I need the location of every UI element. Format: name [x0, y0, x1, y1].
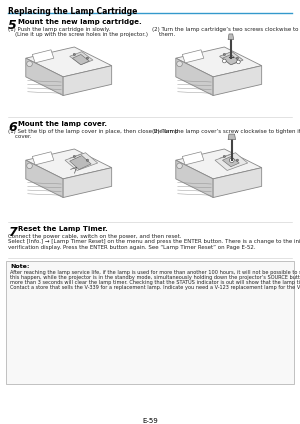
Circle shape — [86, 57, 88, 59]
Polygon shape — [32, 50, 54, 63]
Text: (1) Set the tip of the lamp cover in place, then close the lamp: (1) Set the tip of the lamp cover in pla… — [8, 129, 178, 134]
FancyBboxPatch shape — [6, 261, 294, 384]
Polygon shape — [26, 58, 63, 95]
Circle shape — [230, 158, 234, 162]
Polygon shape — [63, 167, 112, 198]
Text: Note:: Note: — [10, 264, 29, 269]
Text: E-59: E-59 — [142, 418, 158, 424]
Text: After reaching the lamp service life, if the lamp is used for more than another : After reaching the lamp service life, if… — [10, 270, 300, 275]
Polygon shape — [73, 54, 89, 65]
Polygon shape — [228, 34, 234, 39]
Text: them.: them. — [152, 32, 175, 37]
Circle shape — [236, 57, 238, 59]
Circle shape — [177, 61, 182, 67]
Polygon shape — [70, 156, 91, 170]
Text: Replacing the Lamp Cartridge: Replacing the Lamp Cartridge — [8, 7, 137, 16]
Polygon shape — [32, 152, 54, 165]
Polygon shape — [26, 149, 112, 179]
Circle shape — [223, 53, 226, 56]
Text: cover.: cover. — [8, 134, 32, 139]
Text: 6: 6 — [8, 121, 17, 134]
Circle shape — [236, 159, 238, 161]
Text: (2) Turn the lamp cartridge’s two screws clockwise to tighten: (2) Turn the lamp cartridge’s two screws… — [152, 27, 300, 32]
Polygon shape — [26, 160, 63, 198]
Polygon shape — [223, 156, 239, 167]
Polygon shape — [213, 66, 262, 95]
Text: (Line it up with the screw holes in the projector.): (Line it up with the screw holes in the … — [8, 32, 148, 37]
Text: Reset the Lamp Timer.: Reset the Lamp Timer. — [18, 226, 108, 232]
Polygon shape — [176, 47, 262, 77]
Polygon shape — [70, 153, 93, 167]
Text: Contact a store that sells the V-339 for a replacement lamp. Indicate you need a: Contact a store that sells the V-339 for… — [10, 285, 300, 290]
Circle shape — [223, 155, 226, 158]
Text: verification display. Press the ENTER button again. See “Lamp Timer Reset” on Pa: verification display. Press the ENTER bu… — [8, 245, 256, 250]
Circle shape — [223, 59, 226, 63]
Circle shape — [177, 163, 182, 169]
Polygon shape — [176, 58, 213, 95]
Text: Connect the power cable, switch on the power, and then reset.: Connect the power cable, switch on the p… — [8, 234, 181, 239]
Text: (1) Push the lamp cartridge in slowly.: (1) Push the lamp cartridge in slowly. — [8, 27, 110, 32]
Text: more than 3 seconds will clear the lamp timer. Checking that the STATUS indicato: more than 3 seconds will clear the lamp … — [10, 280, 300, 285]
Text: (2) Turn the lamp cover’s screw clockwise to tighten it.: (2) Turn the lamp cover’s screw clockwis… — [152, 129, 300, 134]
Polygon shape — [220, 52, 243, 65]
Polygon shape — [182, 50, 204, 63]
Circle shape — [86, 159, 88, 161]
Circle shape — [73, 155, 76, 158]
Text: 5: 5 — [8, 19, 17, 32]
Circle shape — [27, 163, 32, 169]
Polygon shape — [220, 153, 243, 167]
Text: Mount the lamp cover.: Mount the lamp cover. — [18, 121, 107, 127]
Polygon shape — [176, 160, 213, 198]
Polygon shape — [26, 47, 112, 77]
Polygon shape — [65, 153, 98, 170]
Circle shape — [27, 61, 32, 67]
Polygon shape — [70, 52, 93, 65]
Circle shape — [73, 53, 76, 56]
Text: 7: 7 — [8, 226, 17, 239]
Circle shape — [236, 60, 240, 64]
Polygon shape — [228, 134, 236, 139]
Polygon shape — [223, 54, 239, 65]
Text: this happen, while the projector is in the standby mode, simultaneously holding : this happen, while the projector is in t… — [10, 275, 300, 280]
Polygon shape — [176, 149, 262, 179]
Polygon shape — [213, 167, 262, 198]
Text: Mount the new lamp cartridge.: Mount the new lamp cartridge. — [18, 19, 142, 25]
Polygon shape — [215, 153, 248, 170]
Polygon shape — [220, 52, 243, 65]
Polygon shape — [63, 66, 112, 95]
Polygon shape — [73, 156, 89, 167]
Polygon shape — [182, 152, 204, 165]
Text: Select [Info.] → [Lamp Timer Reset] on the menu and press the ENTER button. Ther: Select [Info.] → [Lamp Timer Reset] on t… — [8, 240, 300, 245]
